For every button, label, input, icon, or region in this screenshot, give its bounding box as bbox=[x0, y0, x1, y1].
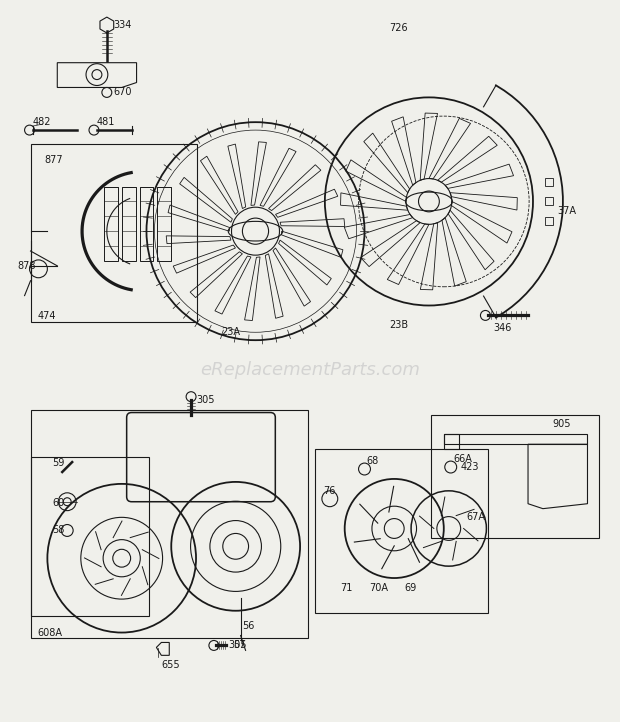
Bar bbox=[545, 217, 553, 225]
Text: 69: 69 bbox=[404, 583, 417, 593]
Text: 474: 474 bbox=[37, 311, 56, 321]
Text: 67A: 67A bbox=[467, 512, 485, 521]
Text: 670: 670 bbox=[114, 87, 132, 97]
Text: 346: 346 bbox=[494, 323, 512, 334]
Bar bbox=[315, 449, 489, 613]
Text: eReplacementParts.com: eReplacementParts.com bbox=[200, 361, 420, 379]
Bar bbox=[122, 186, 136, 261]
Text: 878: 878 bbox=[17, 261, 36, 271]
Text: 481: 481 bbox=[97, 117, 115, 127]
Bar bbox=[104, 186, 118, 261]
Bar bbox=[545, 178, 553, 186]
Bar bbox=[545, 198, 553, 205]
Text: 59: 59 bbox=[52, 458, 64, 468]
Bar bbox=[431, 414, 600, 539]
Bar bbox=[157, 186, 171, 261]
Text: 423: 423 bbox=[461, 462, 479, 472]
Text: 57: 57 bbox=[232, 640, 245, 651]
Bar bbox=[30, 457, 149, 616]
Bar bbox=[30, 409, 308, 638]
Text: 76: 76 bbox=[323, 486, 335, 496]
Text: 877: 877 bbox=[45, 155, 63, 165]
Text: 305: 305 bbox=[196, 395, 215, 404]
Text: 56: 56 bbox=[242, 621, 255, 630]
Text: 905: 905 bbox=[553, 419, 571, 430]
Text: 334: 334 bbox=[114, 20, 132, 30]
Text: 66A: 66A bbox=[454, 454, 472, 464]
Text: 58: 58 bbox=[52, 526, 64, 536]
Text: 68: 68 bbox=[366, 456, 379, 466]
Text: 23A: 23A bbox=[221, 327, 240, 337]
Text: 60: 60 bbox=[52, 497, 64, 508]
Text: 608A: 608A bbox=[37, 627, 63, 638]
Bar bbox=[140, 186, 153, 261]
Text: 37A: 37A bbox=[558, 206, 577, 217]
Text: 655: 655 bbox=[161, 660, 180, 670]
Text: 70A: 70A bbox=[370, 583, 389, 593]
Text: 482: 482 bbox=[32, 117, 51, 127]
Bar bbox=[30, 144, 197, 322]
Text: 305: 305 bbox=[229, 640, 247, 651]
Text: 71: 71 bbox=[340, 583, 352, 593]
Text: 23B: 23B bbox=[389, 321, 409, 331]
Text: 726: 726 bbox=[389, 23, 408, 33]
